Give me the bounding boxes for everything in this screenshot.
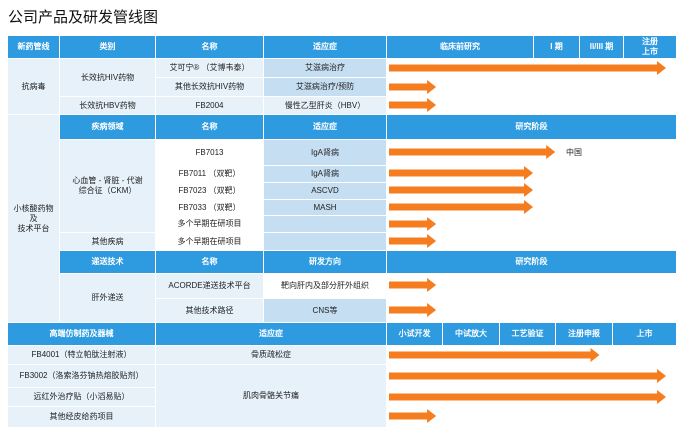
section-sirna: 小核酸药物 及 技术平台 [8, 115, 59, 322]
antiviral-indication-2: 艾滋病治疗/预防 [264, 78, 386, 96]
header-disease-area: 疾病领域 [60, 115, 155, 139]
header-delivery-name: 名称 [156, 251, 263, 273]
page-title: 公司产品及研发管线图 [8, 9, 159, 26]
category-extrahepatic: 肝外递送 [60, 274, 155, 322]
progress-arrow-generic-1 [389, 348, 600, 362]
delivery-name-2: 其他技术路径 [156, 299, 263, 322]
header-stage-validation: 工艺验证 [500, 323, 555, 345]
generic-name-3: 远红外治疗贴（小滔易贴） [8, 388, 155, 406]
header-disease-indication: 适应症 [264, 115, 386, 139]
progress-arrow-sirna-4 [389, 200, 534, 214]
sirna-name-3: FB7023 （双靶） [156, 183, 263, 199]
sirna-indication-4: MASH [264, 200, 386, 215]
header-generic-indication: 适应症 [156, 323, 386, 345]
header-name: 名称 [156, 36, 263, 58]
sirna-name-1: FB7013 [156, 140, 263, 165]
generic-name-1: FB4001（特立帕肽注射液） [8, 346, 155, 364]
antiviral-name-1: 艾可宁® （艾博韦泰） [156, 59, 263, 77]
delivery-direction-1: 靶向肝内及部分肝外组织 [264, 274, 386, 298]
progress-arrow-antiviral-2 [389, 80, 437, 94]
category-hiv: 长效抗HIV药物 [60, 59, 155, 96]
category-hbv: 长效抗HBV药物 [60, 97, 155, 114]
header-disease-name: 名称 [156, 115, 263, 139]
progress-arrow-generic-3 [389, 390, 666, 404]
progress-arrow-sirna-3 [389, 183, 534, 197]
category-ckm: 心血管 - 肾脏 - 代谢 综合征（CKM） [60, 140, 155, 232]
sirna-indication-1: IgA肾病 [264, 140, 386, 165]
progress-arrow-sirna-1 [389, 145, 556, 159]
progress-arrow-generic-2 [389, 369, 666, 383]
antiviral-indication-3: 慢性乙型肝炎（HBV） [264, 97, 386, 114]
sirna-indication-6 [264, 233, 386, 250]
header-phase23: II/III 期 [580, 36, 623, 58]
sirna-indication-5 [264, 216, 386, 232]
sirna-name-5: 多个早期在研项目 [156, 216, 263, 232]
delivery-direction-2: CNS等 [264, 299, 386, 322]
header-indication: 适应症 [264, 36, 386, 58]
header-disease-stage: 研究阶段 [387, 115, 676, 139]
header-stage-market: 上市 [613, 323, 676, 345]
header-stage-small: 小试开发 [387, 323, 442, 345]
progress-arrow-antiviral-3 [389, 98, 437, 112]
progress-arrow-sirna-2 [389, 166, 534, 180]
header-category: 类别 [60, 36, 155, 58]
generic-name-2: FB3002（洛索洛芬钠热熔胶贴剂） [8, 365, 155, 387]
antiviral-indication-1: 艾滋病治疗 [264, 59, 386, 77]
header-new-drug: 新药管线 [8, 36, 59, 58]
delivery-name-1: ACORDE递送技术平台 [156, 274, 263, 298]
progress-arrow-antiviral-1 [389, 61, 666, 75]
sirna-name-6: 多个早期在研项目 [156, 233, 263, 250]
progress-arrow-sirna-6 [389, 234, 437, 248]
antiviral-name-2: 其他长效抗HIV药物 [156, 78, 263, 96]
sirna-indication-3: ASCVD [264, 183, 386, 199]
generic-indication-musculoskeletal: 肌肉骨骼关节痛 [156, 365, 386, 427]
section-antiviral: 抗病毒 [8, 59, 59, 114]
header-delivery-direction: 研发方向 [264, 251, 386, 273]
header-preclinical: 临床前研究 [387, 36, 533, 58]
progress-arrow-sirna-5 [389, 217, 437, 231]
sirna-indication-2: IgA肾病 [264, 166, 386, 182]
region-note-china: 中国 [566, 148, 582, 157]
progress-arrow-delivery-2 [389, 303, 437, 317]
progress-arrow-generic-4 [389, 409, 437, 423]
sirna-name-4: FB7033 （双靶） [156, 200, 263, 215]
header-launch: 注册 上市 [624, 36, 676, 58]
generic-name-4: 其他经皮给药项目 [8, 407, 155, 427]
antiviral-name-3: FB2004 [156, 97, 263, 114]
progress-arrow-delivery-1 [389, 278, 437, 292]
header-delivery-stage: 研究阶段 [387, 251, 676, 273]
generic-indication-1: 骨质疏松症 [156, 346, 386, 364]
header-stage-pilot: 中试放大 [443, 323, 499, 345]
category-other-disease: 其他疾病 [60, 233, 155, 250]
sirna-name-2: FB7011 （双靶） [156, 166, 263, 182]
header-generic: 高端仿制药及器械 [8, 323, 155, 345]
header-phase1: I 期 [534, 36, 579, 58]
header-stage-filing: 注册申报 [556, 323, 612, 345]
header-delivery-tech: 递送技术 [60, 251, 155, 273]
